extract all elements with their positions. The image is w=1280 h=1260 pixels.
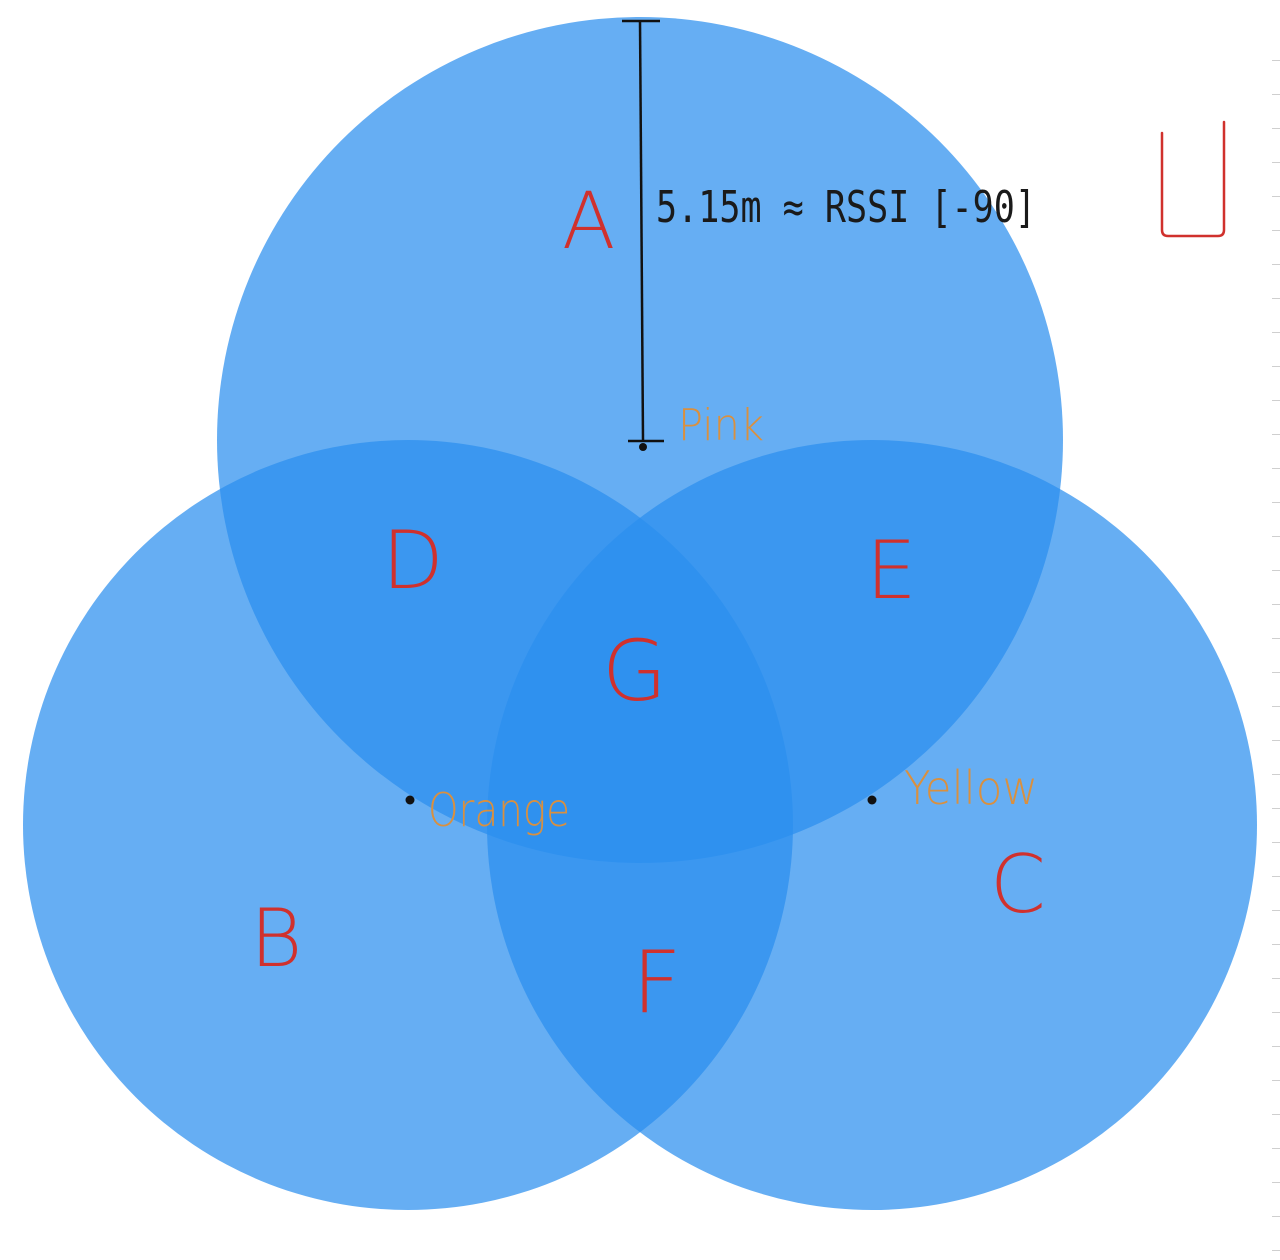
- region-label-g: G: [602, 622, 667, 720]
- measurement-text: 5.15m ≈ RSSI [-90]: [656, 182, 1036, 233]
- universe-marker-shape: [1160, 120, 1226, 238]
- pink-point: [639, 443, 647, 451]
- yellow-point: [867, 795, 877, 805]
- region-label-e: E: [866, 524, 917, 617]
- point-label-yellow: Yellow: [904, 761, 1038, 815]
- region-label-c: C: [990, 838, 1046, 931]
- orange-point: [405, 795, 415, 805]
- measure-line: [638, 20, 645, 441]
- page-edge-ticks: [1272, 60, 1280, 1260]
- region-label-f: F: [632, 933, 681, 1033]
- point-label-pink: Pink: [678, 400, 764, 451]
- region-label-d: D: [382, 514, 444, 607]
- region-label-a: A: [562, 177, 615, 267]
- region-label-b: B: [250, 892, 302, 985]
- point-label-orange: Orange: [428, 783, 570, 837]
- circle-c: [487, 440, 1257, 1210]
